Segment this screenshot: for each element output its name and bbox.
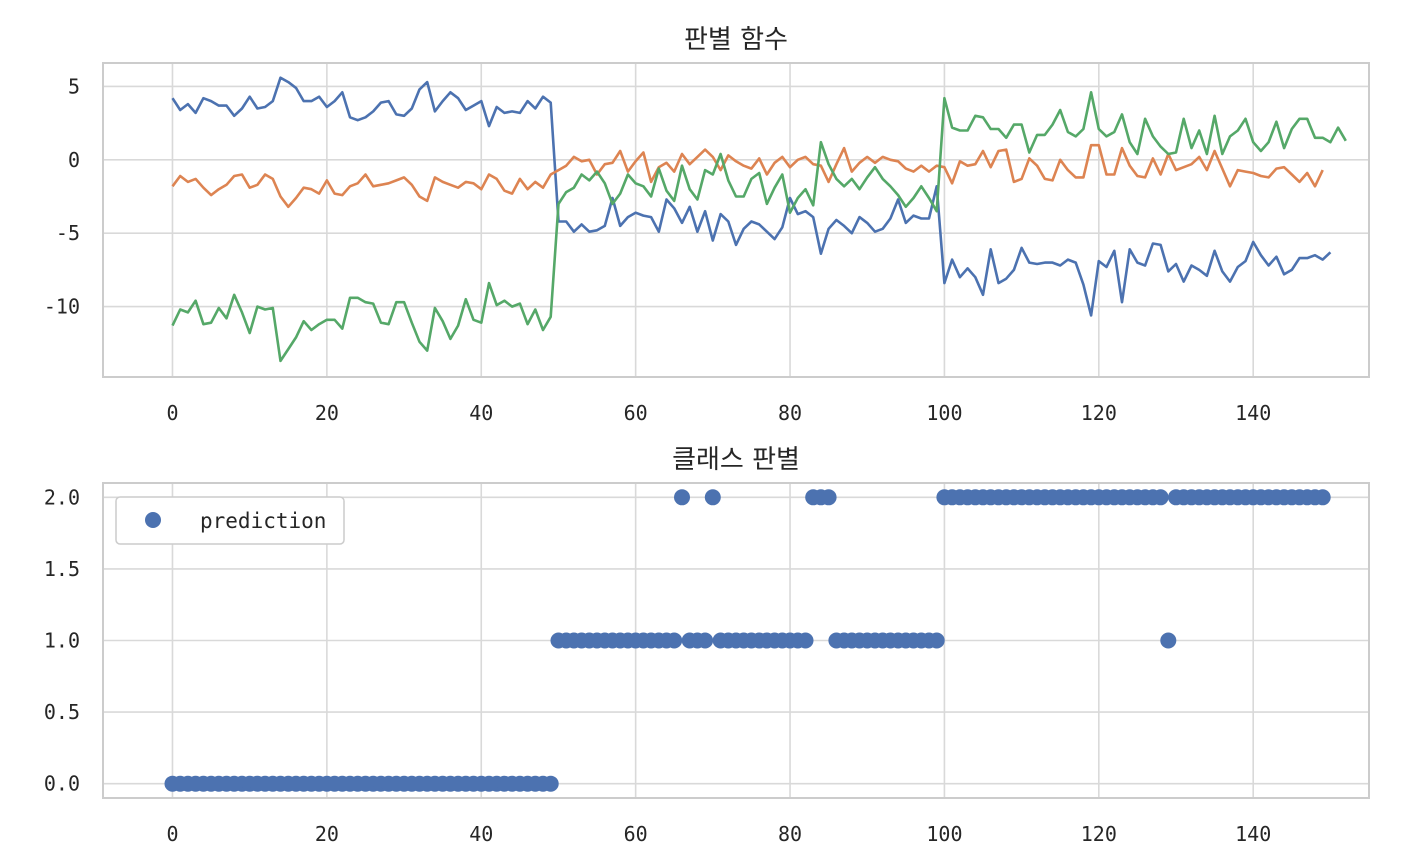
x-tick-label: 40 bbox=[469, 401, 493, 425]
prediction-point bbox=[674, 489, 690, 506]
series-line-3 bbox=[171, 91, 1347, 363]
legend: prediction bbox=[115, 496, 345, 545]
plot-frame bbox=[102, 482, 1370, 799]
series-line-1 bbox=[171, 76, 1332, 317]
x-tick-label: 80 bbox=[778, 401, 802, 425]
plot-frame bbox=[102, 62, 1370, 378]
legend-label: prediction bbox=[200, 509, 326, 533]
x-tick-label: 140 bbox=[1235, 822, 1271, 846]
prediction-point bbox=[1152, 489, 1169, 506]
x-tick-label: 0 bbox=[166, 401, 178, 425]
y-tick-label: 0.0 bbox=[44, 772, 80, 796]
series-points bbox=[164, 489, 1331, 792]
y-tick-label: -10 bbox=[44, 295, 80, 319]
y-tick-label: 1.5 bbox=[44, 557, 80, 581]
prediction-point bbox=[797, 632, 814, 649]
series-line-2 bbox=[171, 143, 1324, 209]
chart-title: 클래스 판별 bbox=[672, 445, 800, 475]
prediction-point bbox=[704, 489, 721, 506]
x-tick-label: 120 bbox=[1081, 401, 1117, 425]
x-tick-labels: 0 20 40 60 80 100 120 140 bbox=[166, 401, 1271, 425]
y-tick-label: 5 bbox=[68, 74, 80, 98]
x-tick-label: 120 bbox=[1081, 822, 1117, 846]
prediction-point bbox=[697, 632, 714, 649]
discriminant-function-panel: 판별 함수 0 20 40 60 80 100 120 140 5 0 -5 -10 bbox=[44, 25, 1370, 425]
x-tick-label: 140 bbox=[1235, 401, 1271, 425]
y-tick-labels: 5 0 -5 -10 bbox=[44, 74, 80, 318]
x-tick-label: 0 bbox=[166, 822, 178, 846]
legend-box bbox=[115, 496, 345, 545]
y-tick-label: 0.5 bbox=[44, 700, 80, 724]
y-tick-label: -5 bbox=[56, 221, 80, 245]
prediction-point bbox=[820, 489, 837, 506]
x-tick-label: 20 bbox=[315, 822, 339, 846]
prediction-point bbox=[1314, 489, 1331, 506]
y-tick-labels: 2.0 1.5 1.0 0.5 0.0 bbox=[44, 485, 80, 795]
y-tick-label: 2.0 bbox=[44, 485, 80, 509]
prediction-point bbox=[542, 775, 559, 792]
y-tick-label: 0 bbox=[68, 148, 80, 172]
series-lines bbox=[171, 76, 1347, 363]
prediction-point bbox=[1160, 632, 1177, 649]
x-tick-label: 20 bbox=[315, 401, 339, 425]
x-tick-label: 100 bbox=[926, 401, 962, 425]
x-tick-label: 40 bbox=[469, 822, 493, 846]
x-tick-label: 60 bbox=[624, 401, 648, 425]
gridlines bbox=[103, 63, 1369, 377]
prediction-point bbox=[928, 632, 945, 649]
y-tick-label: 1.0 bbox=[44, 629, 80, 653]
x-tick-label: 80 bbox=[778, 822, 802, 846]
x-tick-label: 60 bbox=[624, 822, 648, 846]
x-tick-labels: 0 20 40 60 80 100 120 140 bbox=[166, 822, 1271, 846]
prediction-point bbox=[666, 632, 683, 649]
legend-marker bbox=[145, 512, 161, 528]
class-prediction-panel: 클래스 판별 0 20 40 60 80 100 120 140 2.0 1.5 1.0 0.5 0.… bbox=[44, 445, 1370, 846]
chart-title: 판별 함수 bbox=[684, 25, 788, 55]
x-tick-label: 100 bbox=[926, 822, 962, 846]
